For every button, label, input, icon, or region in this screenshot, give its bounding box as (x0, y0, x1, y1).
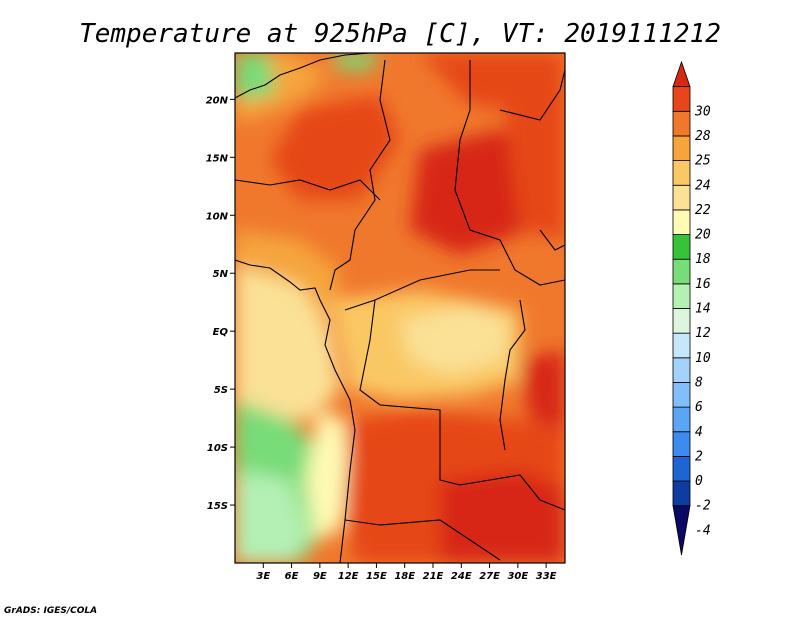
colorbar-label: 16 (695, 277, 711, 292)
field-gulf-ocean (235, 265, 340, 420)
x-axis: 3E 6E 9E 12E 15E 18E 21E 24E 27E 30E 33E (256, 563, 557, 582)
colorbar-label: 25 (695, 154, 711, 169)
y-tick-label: 10S (207, 443, 228, 454)
colorbar-label: 22 (695, 203, 711, 218)
x-tick-label: 15E (366, 571, 387, 582)
x-tick-label: 27E (479, 571, 500, 582)
coastline-north (235, 53, 371, 99)
field-sudan-hot (500, 80, 565, 240)
colorbar-label: 6 (695, 400, 703, 415)
colorbar-segment (672, 160, 691, 186)
colorbar-segment (672, 431, 691, 457)
chart-title: Temperature at 925hPa [C], VT: 201911121… (79, 19, 721, 49)
colorbar-label: 10 (695, 351, 711, 366)
field-south-atlantic-pale (235, 470, 310, 563)
x-tick-label: 21E (423, 571, 444, 582)
y-tick-label: 10N (206, 211, 229, 222)
colorbar-segment (672, 135, 691, 161)
y-tick-label: 15S (207, 501, 228, 512)
x-tick-label: 9E (313, 571, 327, 582)
colorbar-segment (672, 382, 691, 408)
border-niger-chad (329, 59, 391, 291)
border-angola-namibia (344, 519, 501, 561)
y-tick-label: 5S (214, 385, 228, 396)
field-northwest-cool (235, 53, 275, 100)
border-drc-south (359, 299, 565, 511)
footer-credit: GrADS: IGES/COLA (4, 606, 97, 616)
colorbar-label: 8 (695, 375, 703, 390)
border-northeast (499, 69, 565, 121)
colorbar-segment (672, 455, 691, 482)
x-tick-label: 33E (536, 571, 557, 582)
colorbar-label: 4 (695, 425, 703, 440)
country-borders (235, 53, 565, 563)
temperature-map (235, 53, 565, 563)
border-ethiopia (539, 229, 565, 251)
x-tick-label: 12E (338, 571, 359, 582)
field-north-cool (330, 53, 380, 70)
colorbar-segment (672, 86, 691, 112)
colorbar-label: -4 (695, 523, 711, 538)
y-tick-label: 5N (213, 269, 229, 280)
colorbar-label: 2 (695, 449, 703, 464)
border-car-congo (344, 269, 500, 311)
colorbar-label: 18 (695, 252, 711, 267)
colorbar-label: -2 (695, 499, 711, 514)
colorbar-label: 30 (694, 104, 711, 119)
x-tick-label: 30E (507, 571, 528, 582)
x-tick-label: 18E (394, 571, 415, 582)
colorbar-segment (672, 406, 691, 433)
colorbar-label: 14 (695, 302, 711, 317)
x-tick-label: 24E (451, 571, 472, 582)
colorbar-segment (672, 505, 691, 556)
coastline-west (235, 259, 356, 563)
colorbar-label: 20 (695, 228, 711, 243)
colorbar-label: 24 (695, 178, 711, 193)
plot-frame (234, 52, 566, 564)
field-zambia-hottest (440, 470, 565, 563)
colorbar-label: 28 (695, 129, 711, 144)
field-angola-coast-pale (305, 410, 350, 540)
y-tick-label: 20N (206, 95, 229, 106)
colorbar-segment (672, 258, 691, 285)
colorbar-segment (672, 209, 691, 235)
colorbar-segment (672, 357, 691, 383)
border-great-lakes (499, 299, 526, 451)
field-east-sahara (235, 53, 565, 110)
y-axis: 20N 15N 10N 5N EQ 5S 10S 15S (206, 95, 235, 512)
field-tanzania-hot (520, 350, 565, 430)
field-congo-core (400, 305, 510, 375)
y-tick-label: 15N (206, 153, 229, 164)
field-sahel-hot-west (270, 95, 400, 200)
colorbar-segment (672, 234, 691, 260)
colorbar-segment (672, 480, 691, 507)
border-sudan (454, 60, 565, 286)
colorbar-label: 12 (695, 326, 711, 341)
colorbar-segment (672, 283, 691, 309)
x-tick-label: 6E (285, 571, 299, 582)
colorbar-label: 0 (695, 474, 703, 489)
colorbar-segment (672, 332, 691, 359)
x-tick-label: 3E (256, 571, 270, 582)
y-tick-label: EQ (213, 327, 229, 338)
colorbar-segment (672, 308, 691, 334)
colorbar-segment (672, 110, 691, 137)
colorbar-segment (672, 60, 691, 88)
border-mali-niger (235, 179, 381, 201)
colorbar-segment (672, 184, 691, 211)
